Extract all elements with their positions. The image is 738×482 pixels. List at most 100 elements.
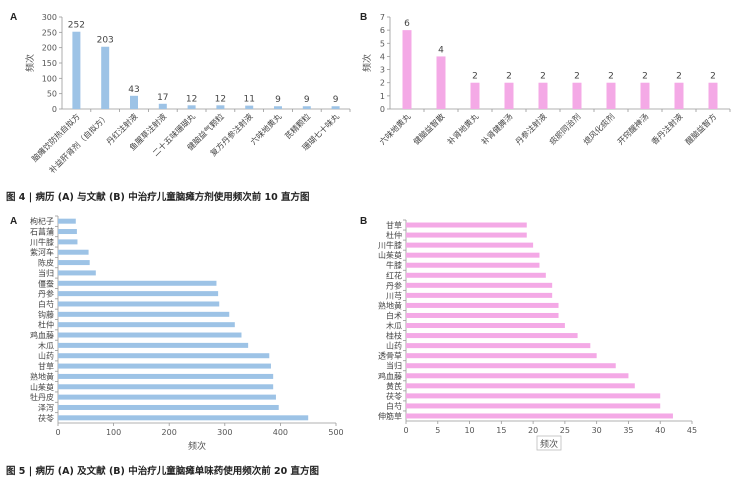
y-tick-label: 丹参 — [38, 289, 54, 299]
y-tick-label: 150 — [42, 59, 57, 68]
bar — [406, 272, 546, 278]
x-tick-label: 痰瘀同治剂 — [547, 111, 582, 146]
bar — [406, 312, 559, 318]
y-tick-label: 紫河车 — [30, 247, 54, 257]
data-label: 2 — [608, 72, 614, 82]
y-tick-label: 伸筋草 — [378, 411, 402, 421]
y-tick-label: 山茱萸 — [30, 382, 54, 392]
y-tick-label: 杜仲 — [386, 230, 402, 240]
bar — [674, 82, 684, 109]
bar — [58, 301, 220, 307]
bar — [58, 342, 249, 348]
y-tick-label: 0 — [52, 105, 57, 114]
y-tick-label: 牡丹皮 — [30, 392, 54, 402]
x-tick-label: 0 — [55, 428, 60, 437]
bar — [406, 222, 527, 228]
fig4-panel-a: A 0 50 100 150 200 250 300 频次 252 脑瘫饮防热自拟方 203 补益肝肾… — [0, 0, 360, 185]
bar — [640, 82, 650, 109]
data-label: 11 — [243, 95, 254, 105]
x-tick-label: 15 — [496, 426, 506, 435]
x-axis-label: 频次 — [188, 440, 206, 452]
x-tick-label: 丹参注射液 — [513, 111, 548, 146]
y-axis-label: 频次 — [24, 54, 36, 72]
data-label: 9 — [333, 95, 339, 105]
x-axis-label-box — [536, 435, 562, 451]
x-tick-label: 10 — [464, 426, 474, 435]
x-tick-label: 100 — [106, 428, 121, 437]
y-tick-label: 泽泻 — [38, 403, 54, 412]
y-tick-label: 5 — [380, 39, 385, 48]
y-tick-label: 100 — [42, 74, 57, 83]
bar-chart: 050100150200250300频次252脑瘫饮防热自拟方203补益肝肾剂（… — [24, 13, 351, 175]
bar — [406, 383, 635, 389]
bar — [406, 302, 559, 308]
y-tick-label: 甘草 — [386, 220, 402, 230]
y-tick-label: 6 — [380, 26, 385, 35]
y-tick-label: 白芍 — [386, 401, 402, 411]
bar — [58, 384, 274, 390]
bar — [406, 333, 578, 339]
bar — [274, 106, 282, 109]
y-tick-label: 丹参 — [386, 280, 402, 290]
bar — [436, 56, 446, 109]
bar — [331, 106, 340, 109]
bar — [58, 332, 242, 338]
bar-chart: 0 5 10 15 20 25 30 35 40 45 甘草杜仲川牛膝山茱萸牛膝红花丹参川芎熟地黄白… — [378, 219, 697, 451]
figure-caption: 图 4 | 病历 (A) 与文献 (B) 中治疗儿童脑瘫方剂使用频次前 10 直… — [6, 192, 310, 203]
bar — [406, 413, 673, 419]
bar — [187, 105, 196, 109]
y-tick-label: 川芎 — [386, 290, 402, 300]
bar — [606, 82, 616, 109]
y-tick-label: 0 — [380, 105, 385, 114]
y-tick-label: 木瓜 — [386, 321, 402, 331]
bar — [504, 82, 514, 109]
bar — [58, 229, 77, 235]
x-tick-label: 0 — [403, 426, 408, 435]
bar — [538, 82, 548, 109]
bar — [302, 106, 311, 109]
x-tick-label: 熄风化痰剂 — [581, 111, 616, 146]
data-label: 9 — [275, 95, 281, 105]
bar — [406, 232, 527, 238]
bar — [406, 252, 540, 258]
bar — [58, 249, 89, 255]
bar — [406, 282, 553, 288]
y-tick-label: 杜仲 — [38, 320, 54, 330]
y-tick-label: 2 — [380, 79, 385, 88]
x-tick-label: 补肾健脾汤 — [479, 111, 514, 146]
data-label: 6 — [404, 19, 410, 29]
data-label: 17 — [157, 93, 168, 103]
y-tick-label: 枸杞子 — [30, 216, 54, 226]
bar — [406, 242, 534, 248]
y-tick-label: 1 — [380, 92, 385, 101]
bar — [58, 280, 217, 286]
bar — [58, 353, 270, 359]
bar — [245, 105, 254, 109]
bar — [406, 262, 540, 268]
y-tick-label: 僵蚕 — [38, 278, 54, 288]
fig5-panel-a: A 0 100 200 300 400 500 枸杞子 石菖蒲 川牛膝 紫河车 陈皮 当归 僵蚕 丹参 白芍… — [0, 206, 360, 456]
y-tick-label: 木瓜 — [38, 340, 54, 350]
bar — [58, 363, 271, 369]
y-tick-label: 白芍 — [38, 299, 54, 309]
data-label: 2 — [710, 72, 716, 82]
y-tick-label: 陈皮 — [38, 258, 54, 268]
y-tick-label: 250 — [42, 28, 57, 37]
bar-chart: 0 100 200 300 400 500 枸杞子石菖蒲川牛膝紫河车陈皮当归僵蚕丹参白芍钩藤… — [30, 215, 344, 452]
data-label: 2 — [574, 72, 580, 82]
bar — [406, 403, 661, 409]
x-tick-label: 芪精颗粒 — [283, 111, 313, 141]
x-tick-label: 200 — [162, 428, 177, 437]
y-tick-label: 7 — [380, 13, 385, 22]
bar — [158, 103, 167, 109]
y-tick-label: 4 — [380, 52, 385, 61]
bar — [470, 82, 480, 109]
bar — [406, 363, 616, 369]
x-tick-label: 六味地黄丸 — [248, 111, 283, 146]
y-axis-label: 频次 — [361, 54, 373, 72]
bar — [58, 239, 78, 245]
x-tick-label: 补肾地黄丸 — [445, 111, 480, 146]
x-tick-label: 40 — [655, 426, 665, 435]
y-tick-label: 石菖蒲 — [30, 227, 54, 237]
panel-label: A — [10, 12, 18, 23]
